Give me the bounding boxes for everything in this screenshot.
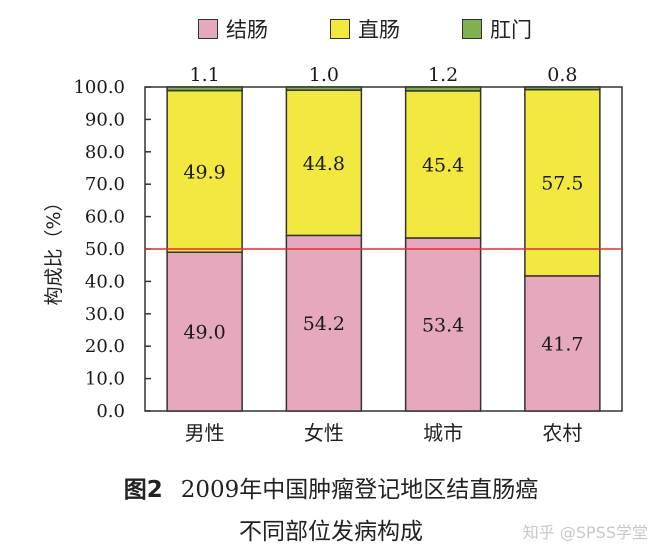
- bar-segment: [404, 90, 482, 239]
- y-tick-label: 80.0: [85, 142, 125, 163]
- figure-title: 2009年中国肿瘤登记地区结直肠癌: [180, 477, 539, 503]
- legend-swatch-rectum: [330, 19, 350, 39]
- bar-value-label: 54.2: [303, 313, 345, 335]
- x-tick-label: 男性: [185, 421, 225, 445]
- y-tick-label: 60.0: [85, 207, 125, 228]
- y-tick-label: 30.0: [85, 304, 125, 325]
- bar-segment: [166, 86, 243, 92]
- y-tick-label: 40.0: [85, 271, 125, 292]
- bar-value-label: 44.8: [303, 153, 345, 175]
- x-tick-label: 城市: [423, 421, 463, 445]
- bar-segment: [404, 86, 482, 92]
- bar-top-value-label: 0.8: [547, 64, 577, 86]
- bar-segment: [166, 251, 243, 412]
- y-axis-title: 构成比（%）: [43, 192, 65, 305]
- x-tick-label: 农村: [542, 421, 582, 445]
- y-tick-label: 70.0: [85, 174, 125, 195]
- y-tick-label: 90.0: [85, 109, 125, 130]
- y-tick-label: 100.0: [73, 77, 125, 98]
- figure-label: 图2: [123, 477, 163, 503]
- bar-top-value-label: 1.1: [190, 64, 220, 86]
- chart-legend: 结肠 直肠 肛门: [0, 14, 662, 44]
- bar-value-label: 53.4: [422, 314, 464, 336]
- bar-segment: [524, 86, 601, 91]
- legend-label-rectum: 直肠: [358, 18, 400, 42]
- bar-segment: [166, 89, 243, 253]
- figure-caption-line2: 不同部位发病构成: [239, 519, 423, 545]
- stacked-bar-chart: 0.0 10.0 20.0 30.0 40.0 50.0 60.0 70.0 80.0 90.0 1…: [43, 64, 623, 445]
- bar-value-label: 41.7: [541, 333, 583, 355]
- legend-item-colon: 结肠: [198, 14, 268, 44]
- bar-top-value-label: 1.2: [428, 64, 458, 86]
- bar-segment: [404, 237, 482, 412]
- bar-value-label: 49.0: [183, 322, 225, 344]
- y-tick-label: 10.0: [85, 369, 125, 390]
- y-tick-label: 20.0: [85, 336, 125, 357]
- bar-segment: [524, 88, 601, 277]
- legend-swatch-anus: [462, 19, 482, 39]
- y-tick-label: 50.0: [85, 239, 125, 260]
- bar-value-label: 45.4: [422, 154, 464, 176]
- x-tick-label: 女性: [304, 421, 344, 445]
- legend-label-colon: 结肠: [226, 18, 268, 42]
- legend-label-anus: 肛门: [490, 18, 532, 42]
- figure-caption-line1: 图2 2009年中国肿瘤登记地区结直肠癌: [0, 470, 662, 504]
- bar-top-value-label: 1.0: [309, 64, 339, 86]
- bar-value-label: 49.9: [183, 161, 225, 183]
- legend-item-anus: 肛门: [462, 14, 532, 44]
- bar-value-label: 57.5: [541, 173, 583, 195]
- legend-swatch-colon: [198, 19, 218, 39]
- bar-segment: [285, 234, 363, 412]
- watermark: 知乎 @SPSS学堂: [522, 523, 648, 542]
- bar-segment: [285, 86, 363, 91]
- y-tick-label: 0.0: [96, 401, 125, 422]
- bar-segment: [285, 89, 363, 237]
- legend-item-rectum: 直肠: [330, 14, 400, 44]
